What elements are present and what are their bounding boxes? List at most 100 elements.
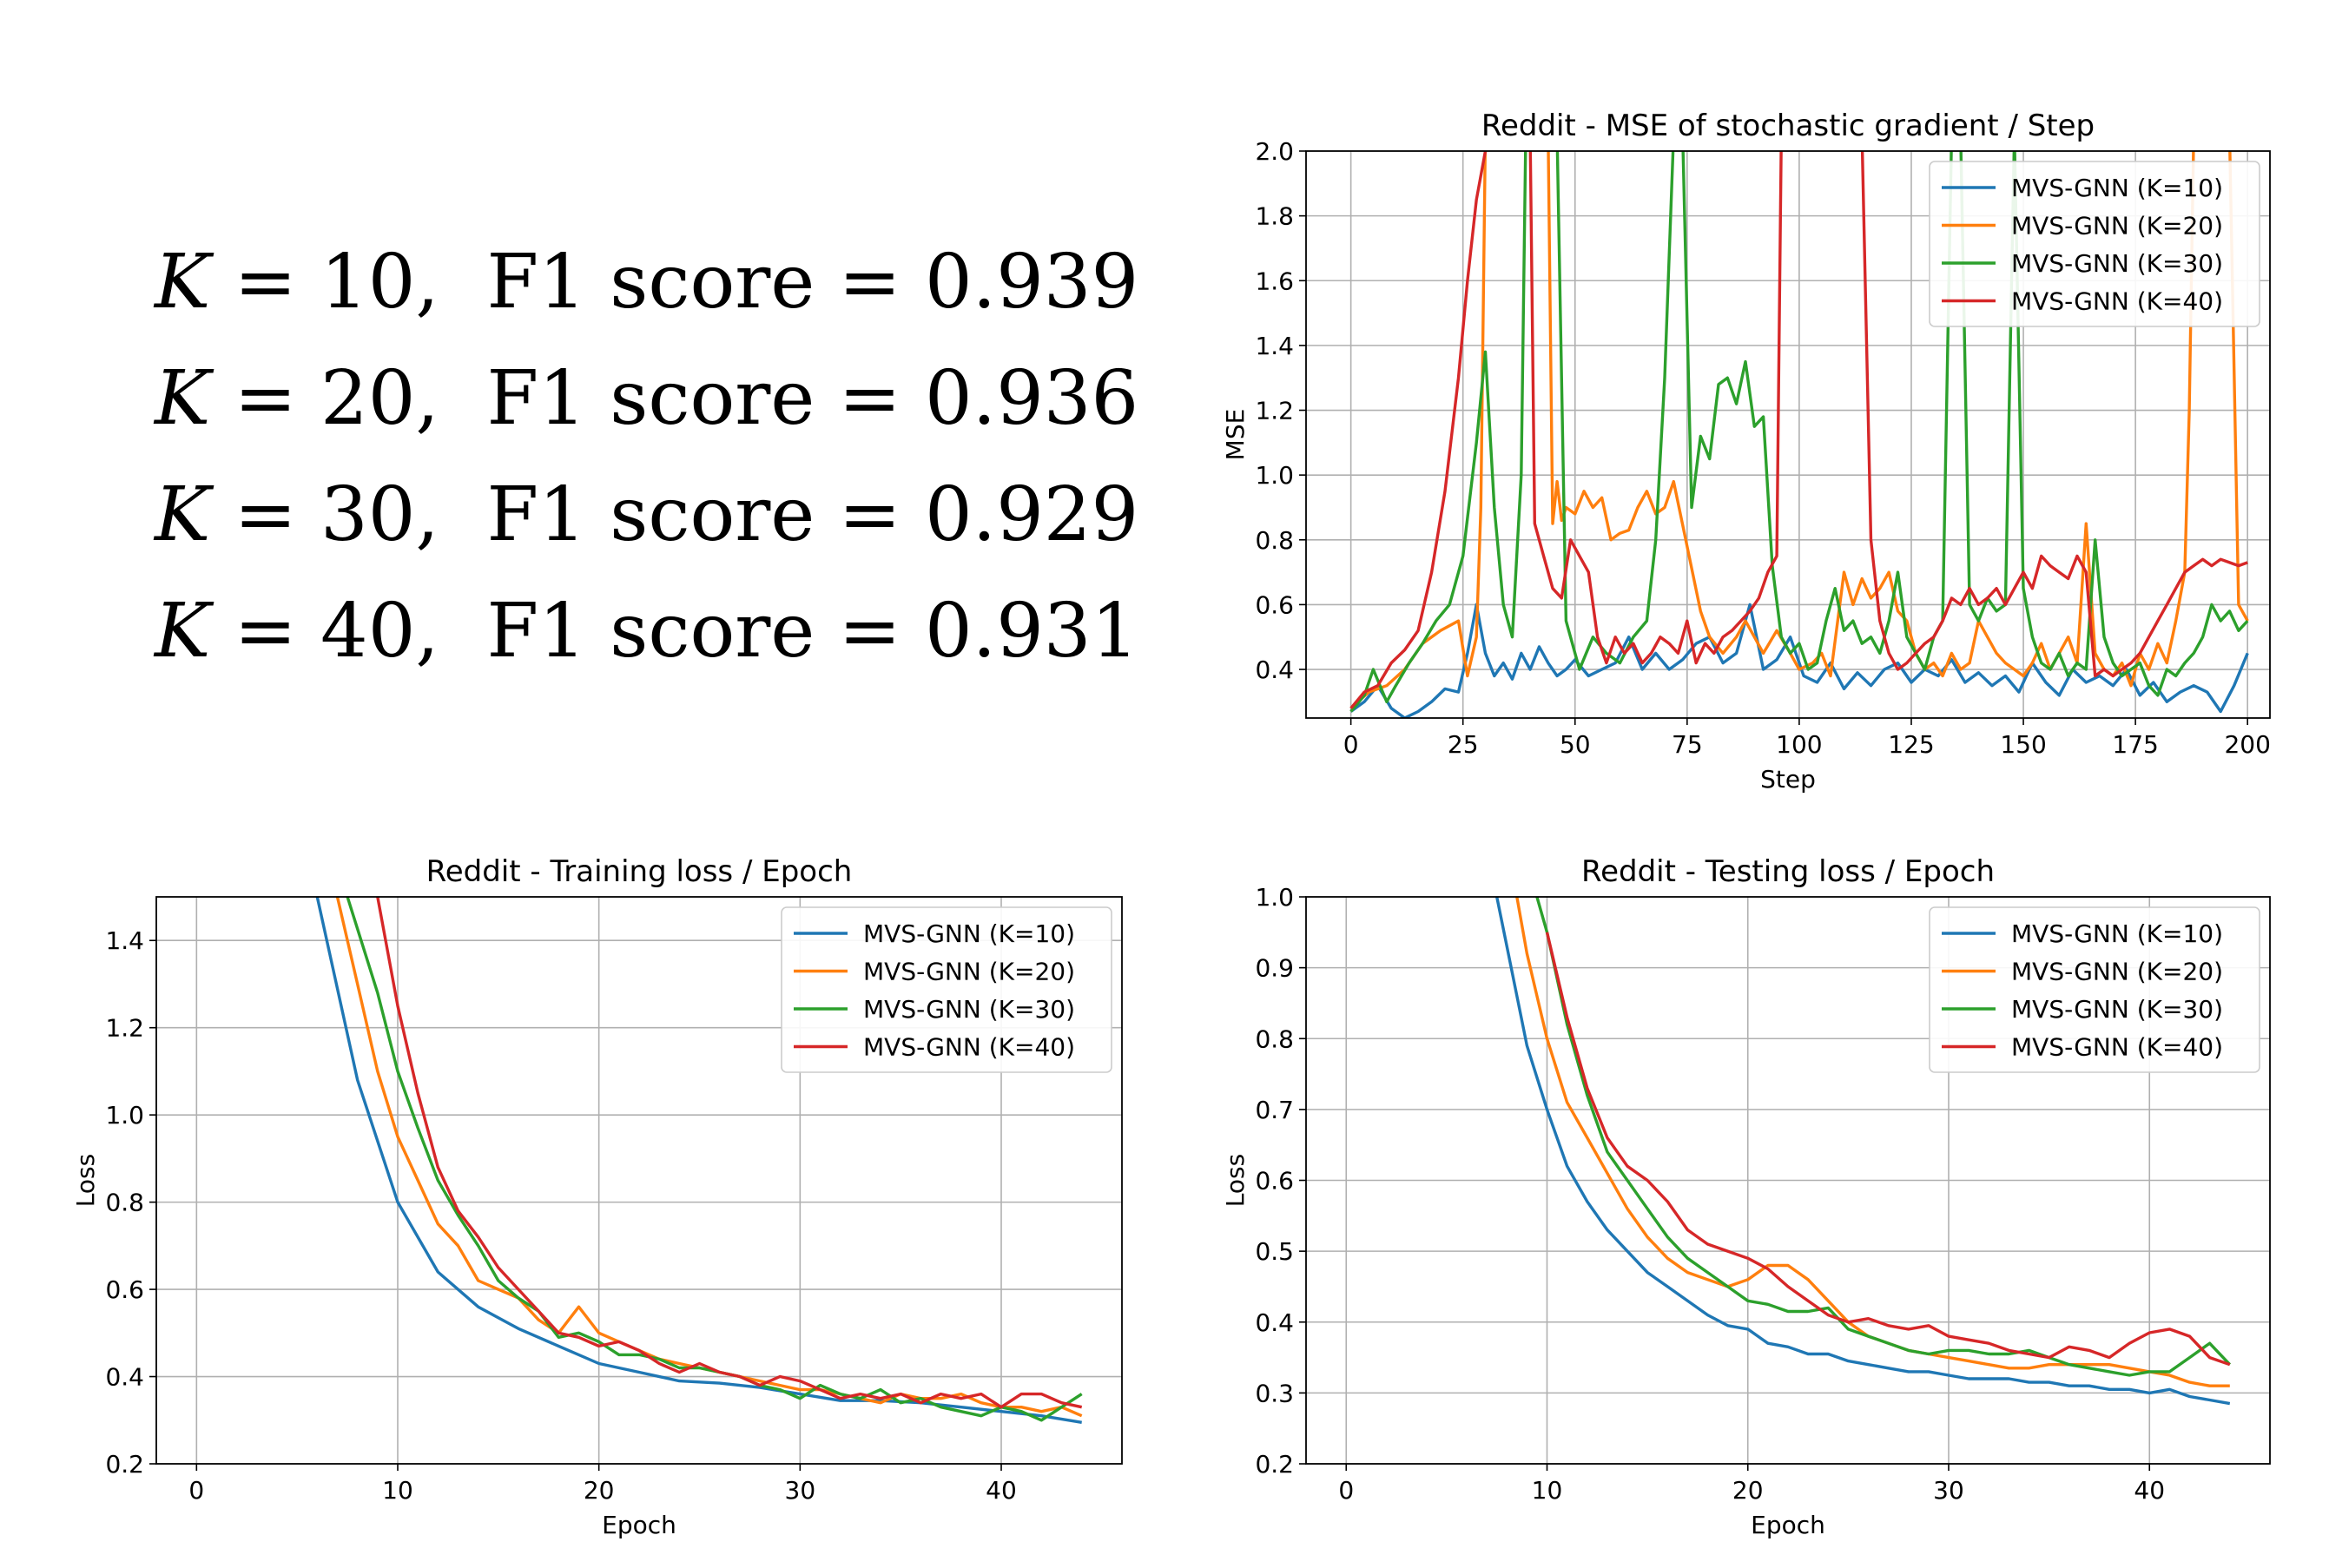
y-tick-label: 1.2 [1255,397,1294,425]
y-axis-label: Loss [71,1154,100,1207]
y-tick-label: 0.6 [1255,1167,1294,1196]
series-line [1349,603,2249,718]
y-tick-label: 0.6 [1255,590,1294,619]
x-tick-label: 175 [2112,730,2158,759]
f1-score-block: K = 10, F1 score = 0.939 K = 20, F1 scor… [155,224,1138,689]
y-tick-label: 0.7 [1255,1096,1294,1124]
equals-sign: = [234,355,297,442]
legend-box [1929,906,2260,1073]
x-tick-label: 40 [2134,1476,2165,1505]
score-value: 0.929 [925,471,1139,558]
y-tick-label: 0.2 [105,1450,144,1479]
x-tick-label: 0 [1338,1476,1354,1505]
y-tick-label: 0.6 [105,1275,144,1304]
plot-frame [1305,150,2271,719]
k-value: 30, [320,471,439,558]
x-tick-label: 30 [1933,1476,1964,1505]
f1-score-line-k40: K = 40, F1 score = 0.931 [155,573,1138,689]
x-tick-label: 30 [785,1476,816,1505]
score-value: 0.936 [925,355,1139,442]
series-line [1495,897,2231,1406]
x-tick-label: 10 [382,1476,413,1505]
k-value: 40, [320,588,439,675]
y-tick-label: 1.8 [1255,202,1294,231]
x-tick-label: 150 [2000,730,2046,759]
score-value: 0.931 [925,588,1139,675]
plot-frame [155,896,1123,1465]
mse-chart: 0 25 50 75 100 125 150 175 200 0.4 0.6 0.8 1.0 1.2 1.4… [1221,109,2271,794]
x-axis-label: Epoch [1751,1511,1825,1539]
legend: MVS-GNN (K=10) MVS-GNN (K=20) MVS-GNN (K=3… [1929,906,2260,1073]
x-tick-label: 25 [1448,730,1479,759]
legend-label: MVS-GNN (K=20) [2011,212,2223,240]
equals-sign: = [838,588,901,675]
equals-sign: = [234,239,297,326]
x-tick-label: 75 [1672,730,1703,759]
y-axis-label: Loss [1221,1154,1250,1207]
x-axis-label: Epoch [602,1511,676,1539]
x-tick-label: 10 [1532,1476,1563,1505]
y-tick-label: 1.0 [105,1101,144,1130]
equals-sign: = [234,588,297,675]
series-line [1349,151,2249,713]
legend-label: MVS-GNN (K=20) [863,958,1075,986]
metric-name: F1 score [486,355,815,442]
legend-box [1929,161,2260,327]
series-line [1349,151,2249,710]
y-tick-label: 0.8 [1255,1024,1294,1053]
y-tick-label: 0.4 [1255,1308,1294,1337]
legend-label: MVS-GNN (K=10) [863,919,1075,948]
series-line [1535,897,2232,1377]
x-tick-label: 200 [2224,730,2270,759]
series-line [315,897,1082,1424]
k-value: 10, [320,239,439,326]
legend-label: MVS-GNN (K=40) [2011,287,2223,316]
metric-name: F1 score [486,239,815,326]
y-tick-label: 1.0 [1255,883,1294,912]
legend: MVS-GNN (K=10) MVS-GNN (K=20) MVS-GNN (K=3… [781,906,1112,1073]
k-symbol: K [155,471,211,558]
equals-sign: = [838,355,901,442]
y-tick-label: 1.4 [1255,332,1294,360]
y-tick-label: 0.8 [1255,526,1294,555]
score-value: 0.939 [925,239,1139,326]
y-tick-label: 2.0 [1255,137,1294,166]
testing-loss-chart: 0 10 20 30 40 0.2 0.3 0.4 0.5 0.6 0.7 0.8 0.9 1.0 Redd… [1221,854,2271,1539]
y-tick-label: 1.2 [105,1014,144,1043]
metric-name: F1 score [486,471,815,558]
y-tick-label: 0.4 [105,1363,144,1392]
x-tick-label: 0 [188,1476,204,1505]
x-tick-label: 40 [986,1476,1017,1505]
equals-sign: = [234,471,297,558]
legend: MVS-GNN (K=10) MVS-GNN (K=20) MVS-GNN (K=3… [1929,161,2260,327]
y-tick-label: 0.9 [1255,954,1294,983]
series-line [1349,151,2248,709]
y-tick-label: 0.8 [105,1189,144,1217]
legend-box [781,906,1112,1073]
y-tick-label: 1.6 [1255,267,1294,295]
x-tick-label: 20 [1732,1476,1764,1505]
k-symbol: K [155,239,211,326]
y-tick-label: 1.4 [105,926,144,955]
f1-score-line-k30: K = 30, F1 score = 0.929 [155,457,1138,573]
k-symbol: K [155,588,211,675]
y-axis-label: MSE [1221,409,1250,461]
metric-name: F1 score [486,588,815,675]
f1-score-line-k10: K = 10, F1 score = 0.939 [155,224,1138,340]
y-tick-label: 1.0 [1255,461,1294,490]
legend-label: MVS-GNN (K=30) [2011,249,2223,278]
y-tick-label: 0.4 [1255,656,1294,684]
y-tick-label: 0.3 [1255,1379,1294,1407]
y-tick-label: 0.5 [1255,1237,1294,1266]
legend-label: MVS-GNN (K=30) [2011,995,2223,1024]
series-line [1545,932,2231,1367]
legend-label: MVS-GNN (K=10) [2011,174,2223,202]
y-tick-label: 0.2 [1255,1450,1294,1479]
x-tick-label: 0 [1343,730,1359,759]
k-value: 20, [320,355,439,442]
equals-sign: = [838,239,901,326]
series-line [376,897,1083,1409]
legend-label: MVS-GNN (K=40) [863,1033,1075,1062]
x-tick-label: 100 [1776,730,1822,759]
